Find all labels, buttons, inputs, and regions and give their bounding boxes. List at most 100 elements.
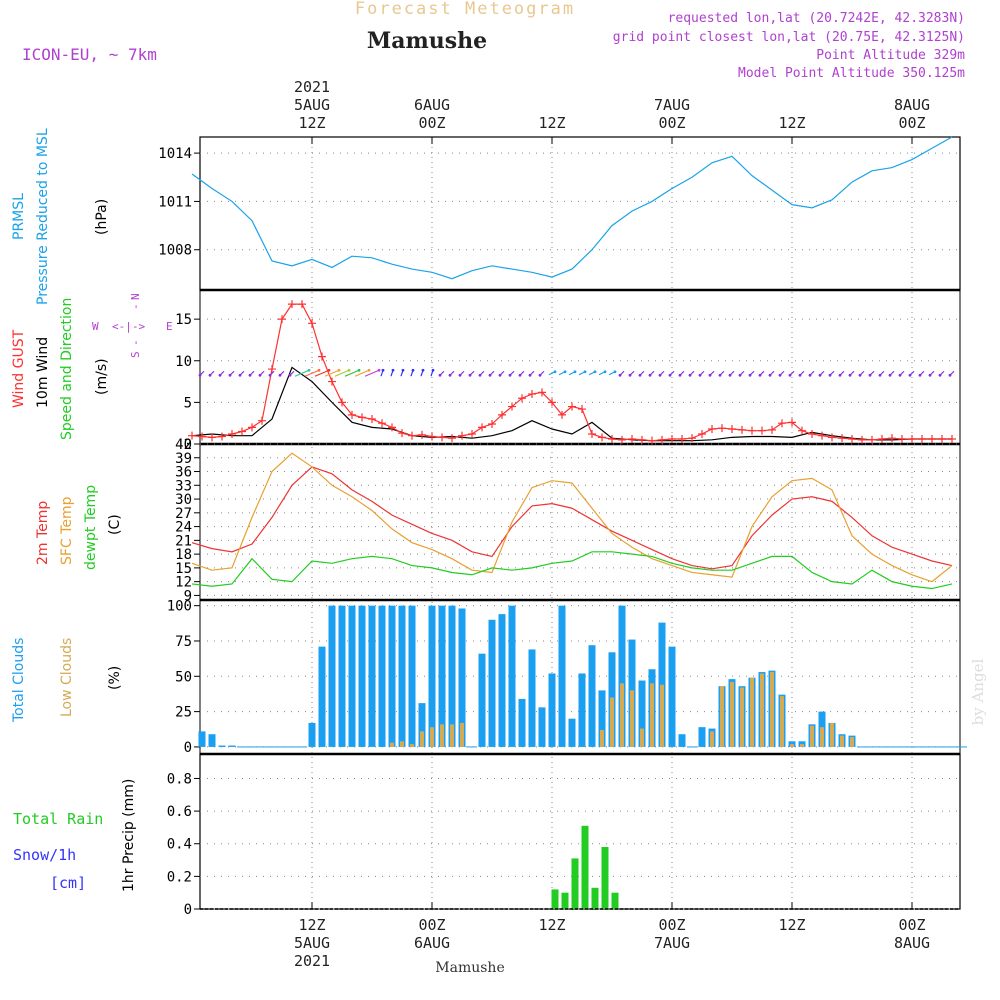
total-cloud-bar [318,646,326,747]
total-cloud-bar [528,649,536,747]
time-year-top: 2021 [294,78,330,96]
gust-marker [338,398,346,407]
time-hour-bottom: 00Z [418,916,445,934]
gust-marker [678,435,686,444]
total-cloud-bar [498,614,506,747]
y-tick-label: 21 [175,533,192,549]
pressure-label-1: PRMSL [11,193,27,240]
gust-marker [838,434,846,443]
subtitle: Forecast Meteogram [355,0,575,19]
gust-marker [718,424,726,433]
total-cloud-bar [448,605,456,747]
temp-sfc-line [191,452,953,583]
rain-bar [571,858,579,909]
rain-bar [581,825,589,909]
y-tick-label: 30 [175,492,192,508]
wind-arrow-head [828,373,832,377]
gust-marker [618,435,626,444]
low-cloud-bar [710,731,714,747]
low-cloud-bar [740,687,744,747]
temp-unit: (C) [107,514,123,535]
gust-marker [648,436,656,445]
model-altitude: Model Point Altitude 350.125m [738,66,965,81]
gust-marker [448,434,456,443]
gust-marker [428,432,436,441]
time-year-bottom: 2021 [294,952,330,970]
gust-marker [418,430,426,439]
compass-we: <-|-> [112,320,145,333]
gust-marker [808,430,816,439]
y-tick-label: 15 [175,312,192,328]
gust-marker [378,419,386,428]
gust-marker [638,435,646,444]
requested-coords: requested lon,lat (20.7242E, 42.3283N) [668,11,965,26]
wind-arrow-head [391,368,395,372]
total-cloud-bar [488,619,496,747]
wind-arrow-head [401,368,405,372]
y-tick-label: 0.2 [167,869,192,885]
wind-arrow-head [528,373,532,377]
gust-marker [328,377,336,386]
wind-arrow-head [411,368,415,372]
time-hour-bottom: 12Z [298,916,325,934]
total-cloud-bar [388,605,396,747]
low-cloud-bar [850,737,854,747]
y-tick-label: 42 [175,437,192,453]
rain-bar [591,887,599,909]
y-tick-label: 39 [175,451,192,467]
gust-marker [598,433,606,442]
time-hour-bottom: 00Z [898,916,925,934]
wind-arrow-head [488,373,492,377]
gust-marker [948,435,956,444]
gust-marker [848,435,856,444]
y-tick-label: 5 [184,395,192,411]
location-title: Mamushe [367,28,487,54]
wind-arrow-head [603,370,607,374]
wind-arrow-head [788,373,792,377]
total-cloud-bar [638,680,646,747]
cloud-unit: (%) [107,666,123,690]
low-cloud-bar [600,729,604,747]
compass-ns-bottom: - [129,339,142,346]
time-hour-top: 12Z [538,114,565,132]
wind-arrow-head [553,370,557,374]
wind-arrow-head [238,373,242,377]
gust-marker [658,435,666,444]
gust-marker [278,315,286,324]
wind-arrow-head [668,373,672,377]
total-cloud-bar [518,698,526,747]
wind-arrow-head [768,373,772,377]
gust-marker [188,431,196,440]
total-cloud-bar [338,605,346,747]
gust-marker [798,426,806,435]
total-cloud-bar [698,727,706,747]
wind-arrow-head [618,373,622,377]
panel-frame [199,753,961,910]
wind-arrow-head [438,373,442,377]
wind-arrow-head [648,373,652,377]
wind-arrow-head [678,373,682,377]
t2m-label: 2m Temp [35,501,51,565]
total-cloud-bar [668,646,676,747]
gust-marker [238,427,246,436]
low-cloud-bar [390,742,394,747]
total-cloud-bar [418,703,426,747]
wind-arrow-head [431,368,435,372]
wind-labels: Wind GUST 10m Wind Speed and Direction (… [11,293,173,440]
gust-marker [548,398,556,407]
wind-arrow-head [538,373,542,377]
wind-arrow-head [198,373,202,377]
wind-arrow-head [658,373,662,377]
gust-marker [538,388,546,397]
wind-arrow-head [307,368,311,372]
wind-direction-arrow [364,369,380,377]
total-cloud-bar [358,605,366,747]
wind-arrow-head [798,373,802,377]
y-tick-label: 10 [175,354,192,370]
wind-direction-arrow [304,369,320,377]
wind-dir-label: Speed and Direction [59,298,75,440]
total-cloud-bar [398,605,406,747]
total-cloud-bar [458,608,466,747]
time-date-top: 7AUG [654,96,690,114]
gust-marker [778,419,786,428]
